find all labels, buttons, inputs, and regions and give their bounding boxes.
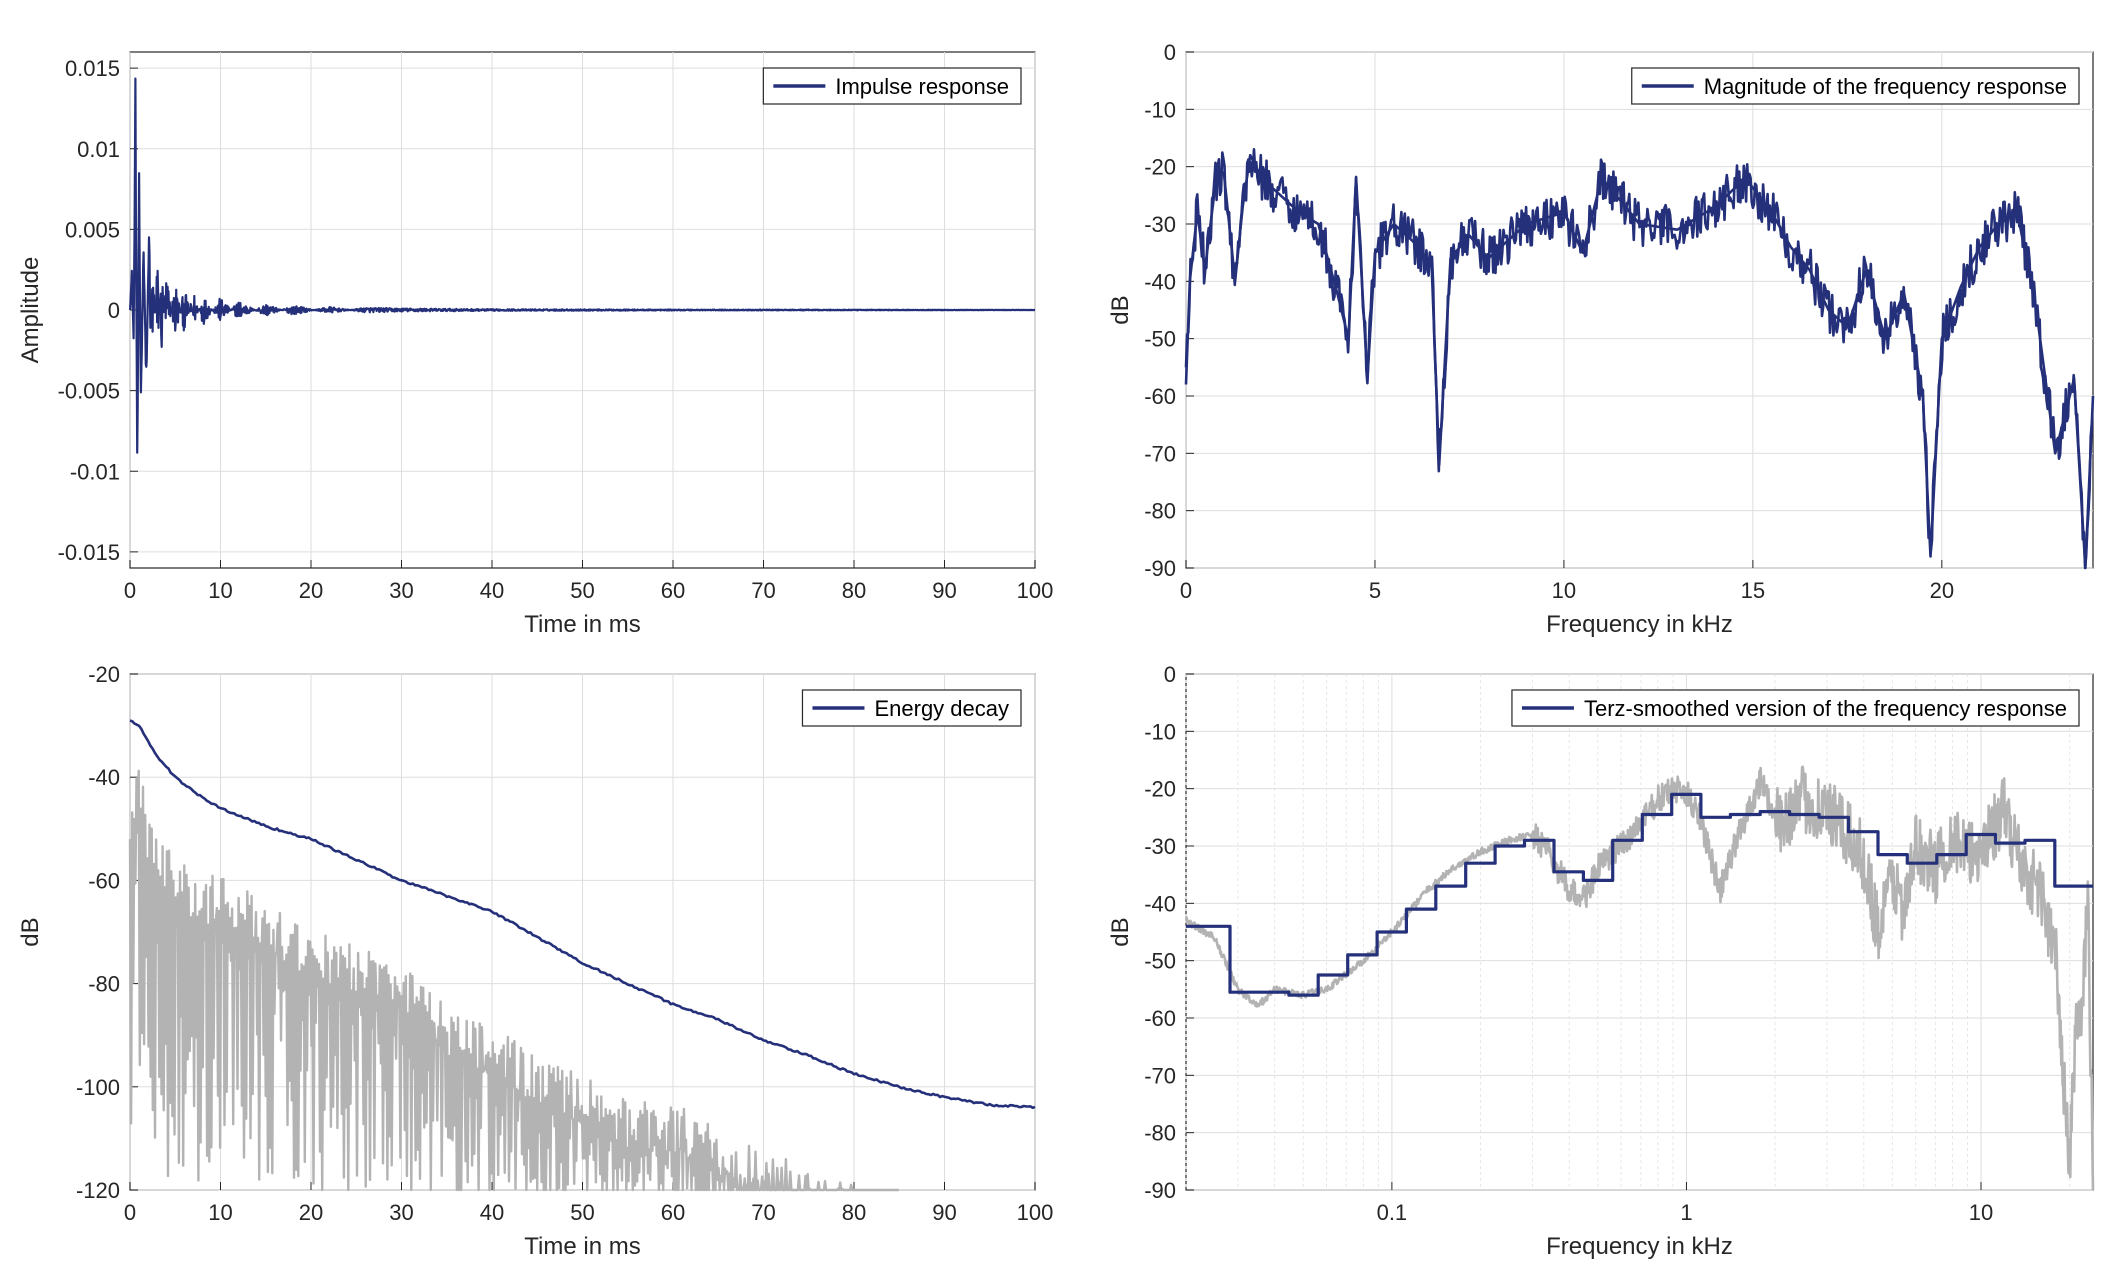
x-tick-label: 15 <box>1741 578 1765 603</box>
y-tick-label: -90 <box>1144 556 1176 581</box>
y-axis-label: dB <box>17 917 44 946</box>
x-tick-label: 30 <box>389 578 413 603</box>
x-tick-label: 80 <box>842 1200 866 1225</box>
legend: Terz-smoothed version of the frequency r… <box>1511 689 2080 727</box>
y-tick-label: -70 <box>1144 1063 1176 1088</box>
y-tick-label: -0.005 <box>58 379 120 404</box>
legend-entry: Terz-smoothed version of the frequency r… <box>1584 696 2067 721</box>
y-tick-label: -20 <box>88 662 120 687</box>
x-axis-label: Time in ms <box>524 1233 640 1260</box>
y-tick-label: -20 <box>1144 777 1176 802</box>
x-tick-label: 10 <box>1552 578 1576 603</box>
y-tick-label: -80 <box>1144 499 1176 524</box>
legend: Impulse response <box>762 67 1022 105</box>
series-impulse-response <box>128 77 1036 454</box>
x-tick-label: 90 <box>932 1200 956 1225</box>
x-tick-label: 0 <box>124 578 136 603</box>
x-tick-label: 40 <box>480 1200 504 1225</box>
x-tick-label: 10 <box>208 578 232 603</box>
y-tick-label: -100 <box>76 1075 120 1100</box>
x-tick-label: 50 <box>570 578 594 603</box>
legend-entry: Impulse response <box>835 74 1009 99</box>
y-tick-label: -90 <box>1144 1178 1176 1203</box>
y-tick-label: -50 <box>1144 949 1176 974</box>
tick-labels: 0.1 1 10 0 -10 -20 -30 -40 -50 -60 -70 -80 -90 <box>1144 662 1993 1225</box>
y-tick-label: -10 <box>1144 719 1176 744</box>
series-energy-decay <box>129 719 1036 1110</box>
y-tick-label: -60 <box>1144 384 1176 409</box>
x-tick-label: 60 <box>661 1200 685 1225</box>
x-tick-label: 0 <box>124 1200 136 1225</box>
series-raw-spectrum <box>1184 765 2095 1191</box>
y-tick-label: -60 <box>1144 1006 1176 1031</box>
x-tick-label: 20 <box>1930 578 1954 603</box>
y-tick-label: 0 <box>108 298 120 323</box>
x-tick-label: 100 <box>1017 1200 1054 1225</box>
series-terz-smoothed <box>1186 792 2093 997</box>
y-tick-label: -50 <box>1144 327 1176 352</box>
legend: Magnitude of the frequency response <box>1631 67 2080 105</box>
chart-panel-4: 0.1 1 10 0 -10 -20 -30 -40 -50 -60 -70 -80 -90 Freque… <box>1107 662 2095 1260</box>
x-tick-label: 80 <box>842 578 866 603</box>
x-tick-label: 0.1 <box>1377 1200 1408 1225</box>
y-tick-label: -10 <box>1144 97 1176 122</box>
chart-panel-2: 0 5 10 15 20 0 -10 -20 -30 -40 -50 -60 -70 -80 -90 Freq… <box>1107 40 2095 638</box>
y-tick-label: 0.01 <box>77 137 120 162</box>
y-tick-label: 0 <box>1164 662 1176 687</box>
y-tick-label: -70 <box>1144 441 1176 466</box>
x-tick-label: 60 <box>661 578 685 603</box>
x-tick-label: 1 <box>1680 1200 1692 1225</box>
x-axis-label: Frequency in kHz <box>1546 1233 1733 1260</box>
y-tick-label: -0.015 <box>58 540 120 565</box>
y-tick-label: -80 <box>88 972 120 997</box>
series-magnitude-points <box>1184 153 2095 570</box>
y-tick-label: 0.005 <box>65 217 120 242</box>
x-tick-label: 10 <box>208 1200 232 1225</box>
y-tick-label: -120 <box>76 1178 120 1203</box>
y-tick-label: -40 <box>88 765 120 790</box>
series-magnitude-outline <box>1184 153 2095 570</box>
tick-labels: 0 10 20 30 40 50 60 70 80 90 1000.0150.010.0050-0.… <box>58 56 1054 603</box>
legend-entry: Magnitude of the frequency response <box>1704 74 2067 99</box>
legend-entry: Energy decay <box>874 696 1009 721</box>
y-tick-label: 0.015 <box>65 56 120 81</box>
y-tick-label: 0 <box>1164 40 1176 65</box>
y-tick-label: -40 <box>1144 891 1176 916</box>
tick-labels: 0 5 10 15 20 0 -10 -20 -30 -40 -50 -60 -70 -80 -90 <box>1144 40 1954 603</box>
series-energy-raw <box>128 769 899 1192</box>
x-tick-label: 5 <box>1369 578 1381 603</box>
x-axis-label: Frequency in kHz <box>1546 611 1733 638</box>
x-tick-label: 50 <box>570 1200 594 1225</box>
x-tick-label: 40 <box>480 578 504 603</box>
chart-panel-3: 0 10 20 30 40 50 60 70 80 90 100 -20 -40 -60 -80 -100 -1… <box>17 662 1053 1260</box>
x-tick-label: 90 <box>932 578 956 603</box>
y-tick-label: -80 <box>1144 1121 1176 1146</box>
x-tick-label: 70 <box>751 578 775 603</box>
y-tick-label: -30 <box>1144 212 1176 237</box>
legend: Energy decay <box>801 689 1022 727</box>
y-axis-label: dB <box>1107 917 1134 946</box>
y-tick-label: -0.01 <box>70 459 120 484</box>
y-tick-label: -40 <box>1144 269 1176 294</box>
x-axis-label: Time in ms <box>524 611 640 638</box>
x-tick-label: 0 <box>1180 578 1192 603</box>
y-tick-label: -30 <box>1144 834 1176 859</box>
x-tick-label: 20 <box>299 578 323 603</box>
y-tick-label: -60 <box>88 868 120 893</box>
x-tick-label: 10 <box>1969 1200 1993 1225</box>
x-tick-label: 70 <box>751 1200 775 1225</box>
x-tick-label: 100 <box>1017 578 1054 603</box>
plot-area <box>1185 673 2094 1191</box>
x-tick-label: 30 <box>389 1200 413 1225</box>
chart-panel-1: 0 10 20 30 40 50 60 70 80 90 1000.0150.010.0050-0.… <box>17 51 1054 638</box>
x-tick-label: 20 <box>299 1200 323 1225</box>
y-tick-label: -20 <box>1144 155 1176 180</box>
y-axis-label: Amplitude <box>17 257 44 364</box>
y-axis-label: dB <box>1107 295 1134 324</box>
